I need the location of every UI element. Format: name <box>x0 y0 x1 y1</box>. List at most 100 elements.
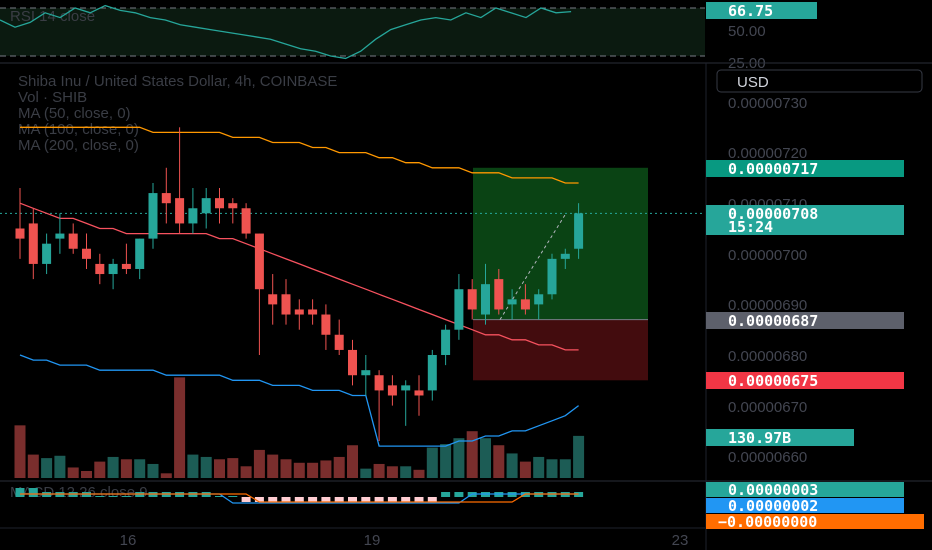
candle <box>560 248 570 269</box>
rsi-value-badge <box>706 2 817 19</box>
rsi-label: RSI 14 close <box>10 8 95 25</box>
candle-body <box>348 349 357 376</box>
volume-bar <box>453 438 465 478</box>
candle-body <box>281 294 291 315</box>
candle-body <box>374 375 384 391</box>
candle-body <box>268 294 278 305</box>
candle-body <box>547 258 557 295</box>
price-tick-660: 0.00000660 <box>728 449 807 466</box>
volume-bar <box>333 456 345 478</box>
stop-price: 0.00000675 <box>728 372 818 390</box>
macd-bar <box>281 497 291 502</box>
candle-body <box>55 233 65 239</box>
candle-body <box>361 370 371 376</box>
candle-body <box>254 233 264 290</box>
volume-bar <box>519 461 531 478</box>
macd-signal-value: −0.00000000 <box>718 513 817 531</box>
macd-bar <box>321 497 331 502</box>
candle <box>201 188 211 229</box>
volume-bar <box>546 459 558 478</box>
candle-body <box>334 334 344 350</box>
candle <box>108 258 118 290</box>
ma200-indicator: MA (200, close, 0) <box>18 137 139 154</box>
candle <box>215 188 224 224</box>
price-tick-720: 0.00000720 <box>728 145 807 162</box>
candle <box>348 339 357 386</box>
candle-body <box>321 314 331 335</box>
currency-button[interactable]: USD <box>716 69 923 93</box>
volume-bar <box>134 459 146 478</box>
candle <box>42 233 52 275</box>
candle <box>15 188 25 259</box>
macd-bar <box>374 497 384 502</box>
candle <box>494 268 504 315</box>
macd-bar <box>308 497 318 502</box>
loss-zone[interactable] <box>473 319 648 381</box>
candle <box>228 198 238 224</box>
time-axis: 16 19 23 <box>0 527 705 549</box>
candle-body <box>441 329 451 355</box>
symbol-title: Shiba Inu / United States Dollar, 4h, CO… <box>18 73 337 90</box>
volume-bar <box>67 467 79 478</box>
volume-bar <box>54 455 66 478</box>
candle <box>520 284 530 315</box>
long-position-tool[interactable] <box>473 167 648 381</box>
candle <box>281 279 291 325</box>
volume-bar <box>307 462 319 478</box>
candle <box>374 370 384 442</box>
candle <box>427 349 437 401</box>
macd-bar <box>95 496 105 497</box>
volume-indicator: Vol · SHIB <box>18 89 87 106</box>
candle-body <box>560 253 570 259</box>
candle <box>401 380 411 426</box>
currency-button-label[interactable]: USD <box>737 74 769 91</box>
candle-body <box>414 390 424 396</box>
candle-body <box>387 385 397 396</box>
candle-body <box>201 198 211 214</box>
candle-body <box>161 193 171 204</box>
volume-bars <box>14 377 585 478</box>
candle <box>161 167 171 224</box>
candle <box>254 233 264 355</box>
macd-bar <box>15 488 25 497</box>
volume-bar <box>320 460 332 478</box>
volume-bar <box>400 466 412 478</box>
macd-bar <box>441 492 451 497</box>
entry-price: 0.00000687 <box>728 312 818 330</box>
volume-bar <box>27 454 39 478</box>
candle <box>68 223 78 254</box>
volume-bar <box>413 469 425 478</box>
candle <box>28 208 38 280</box>
ma100-indicator: MA (100, close, 0) <box>18 121 139 138</box>
macd-bar <box>401 497 411 502</box>
time-label-19: 19 <box>364 532 381 549</box>
candle <box>441 324 451 366</box>
volume-bar <box>480 438 491 478</box>
candle-body <box>148 193 158 239</box>
volume-bar <box>107 456 119 478</box>
candle-body <box>95 263 105 275</box>
volume-bar <box>160 473 172 478</box>
candle-body <box>135 238 145 269</box>
macd-bar <box>228 496 238 497</box>
candle <box>175 127 185 234</box>
macd-bar <box>414 497 424 502</box>
volume-bar <box>227 458 239 478</box>
macd-signal-line <box>20 493 579 503</box>
candle <box>334 319 344 355</box>
main-legend: Shiba Inu / United States Dollar, 4h, CO… <box>18 73 337 154</box>
candle-body <box>68 233 78 249</box>
macd-bar <box>28 488 38 497</box>
currency-button-frame[interactable] <box>716 69 923 93</box>
macd-bar <box>361 497 371 502</box>
candle-body <box>28 223 38 264</box>
macd-bar <box>215 496 224 497</box>
rsi-line <box>0 4 572 60</box>
candle-body <box>427 355 437 391</box>
candle <box>148 182 158 249</box>
volume-bar <box>426 447 438 478</box>
price-axis[interactable]: 0.00000730 0.00000720 0.00000710 0.00000… <box>705 63 807 550</box>
candle <box>467 279 477 320</box>
macd-line-value: 0.00000002 <box>728 497 818 515</box>
